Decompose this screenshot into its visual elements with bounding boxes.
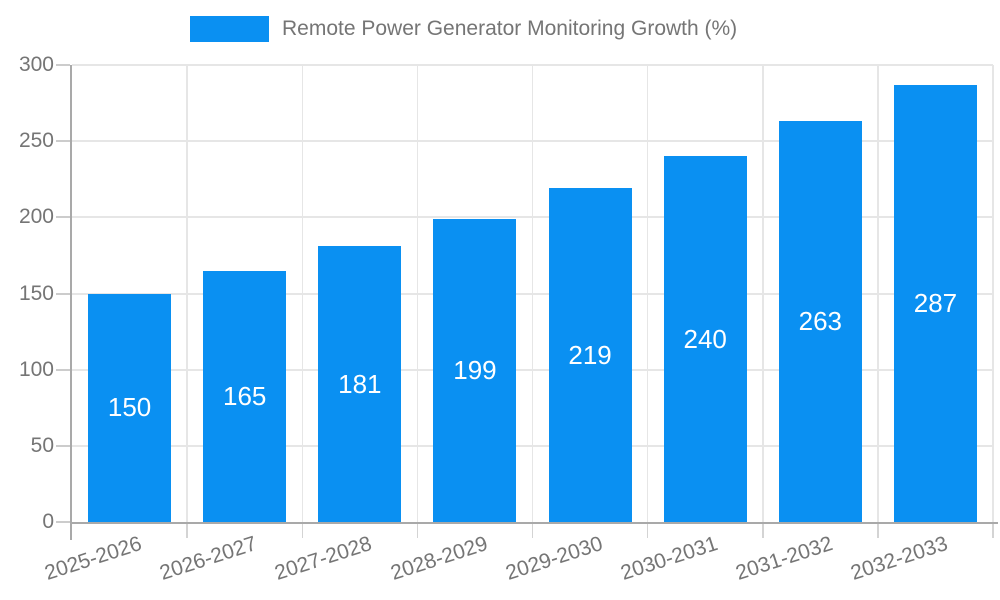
x-gridline	[877, 65, 879, 522]
x-axis-label: 2029-2030	[502, 532, 606, 585]
x-gridline	[992, 65, 994, 522]
x-gridline	[646, 65, 649, 522]
x-axis-label: 2031-2032	[732, 532, 836, 585]
bar[interactable]: 287	[893, 84, 977, 522]
x-axis-line	[70, 522, 998, 524]
bar-value-label: 165	[222, 380, 267, 411]
y-tick	[56, 64, 70, 66]
legend-swatch[interactable]	[190, 16, 269, 42]
x-axis-label: 2026-2027	[157, 532, 260, 585]
bar[interactable]: 165	[203, 270, 287, 522]
y-axis-label: 300	[18, 53, 54, 76]
y-tick	[56, 292, 70, 295]
x-tick	[992, 524, 994, 538]
chart-title: Remote Power Generator Monitoring Growth…	[282, 17, 738, 40]
bar-value-label: 263	[798, 306, 842, 337]
x-axis-label: 2025-2026	[42, 532, 145, 585]
y-tick	[56, 444, 70, 447]
x-axis-label: 2032-2033	[847, 532, 951, 585]
y-axis-label: 200	[18, 205, 54, 229]
x-tick	[762, 524, 764, 538]
y-axis-label: 50	[30, 433, 54, 457]
y-axis-label: 150	[18, 281, 54, 305]
bar-value-label: 199	[453, 354, 497, 385]
bar[interactable]: 240	[663, 156, 747, 522]
bar-value-label: 219	[568, 339, 612, 370]
bar-value-label: 240	[683, 323, 727, 354]
x-tick	[301, 524, 303, 538]
x-axis-label: 2027-2028	[272, 532, 375, 585]
x-tick	[531, 524, 534, 538]
x-axis-label: 2028-2029	[387, 532, 491, 585]
y-axis-line	[70, 65, 72, 540]
bar[interactable]: 181	[318, 246, 402, 522]
x-tick	[186, 524, 188, 538]
y-axis-label: 250	[18, 129, 54, 153]
x-gridline	[186, 65, 188, 522]
x-tick	[416, 524, 419, 538]
bar[interactable]: 199	[433, 218, 517, 522]
y-axis-label: 100	[18, 357, 54, 381]
x-tick	[877, 524, 879, 538]
bar-value-label: 181	[338, 368, 382, 399]
y-axis-label: 0	[42, 510, 54, 533]
x-gridline	[416, 65, 419, 522]
y-tick	[56, 521, 70, 523]
y-tick	[56, 140, 70, 143]
bar[interactable]: 219	[548, 188, 632, 522]
y-tick	[56, 216, 70, 219]
x-gridline	[301, 65, 303, 522]
x-gridline	[531, 65, 534, 522]
x-gridline	[762, 65, 764, 522]
bar[interactable]: 150	[88, 293, 172, 522]
x-tick	[646, 524, 649, 538]
y-tick	[56, 368, 70, 371]
bar[interactable]: 263	[778, 121, 862, 522]
bar-value-label: 150	[107, 392, 152, 423]
x-axis-label: 2030-2031	[617, 532, 721, 585]
chart-legend[interactable]: Remote Power Generator Monitoring Growth…	[190, 16, 737, 42]
bar-value-label: 287	[913, 287, 958, 318]
